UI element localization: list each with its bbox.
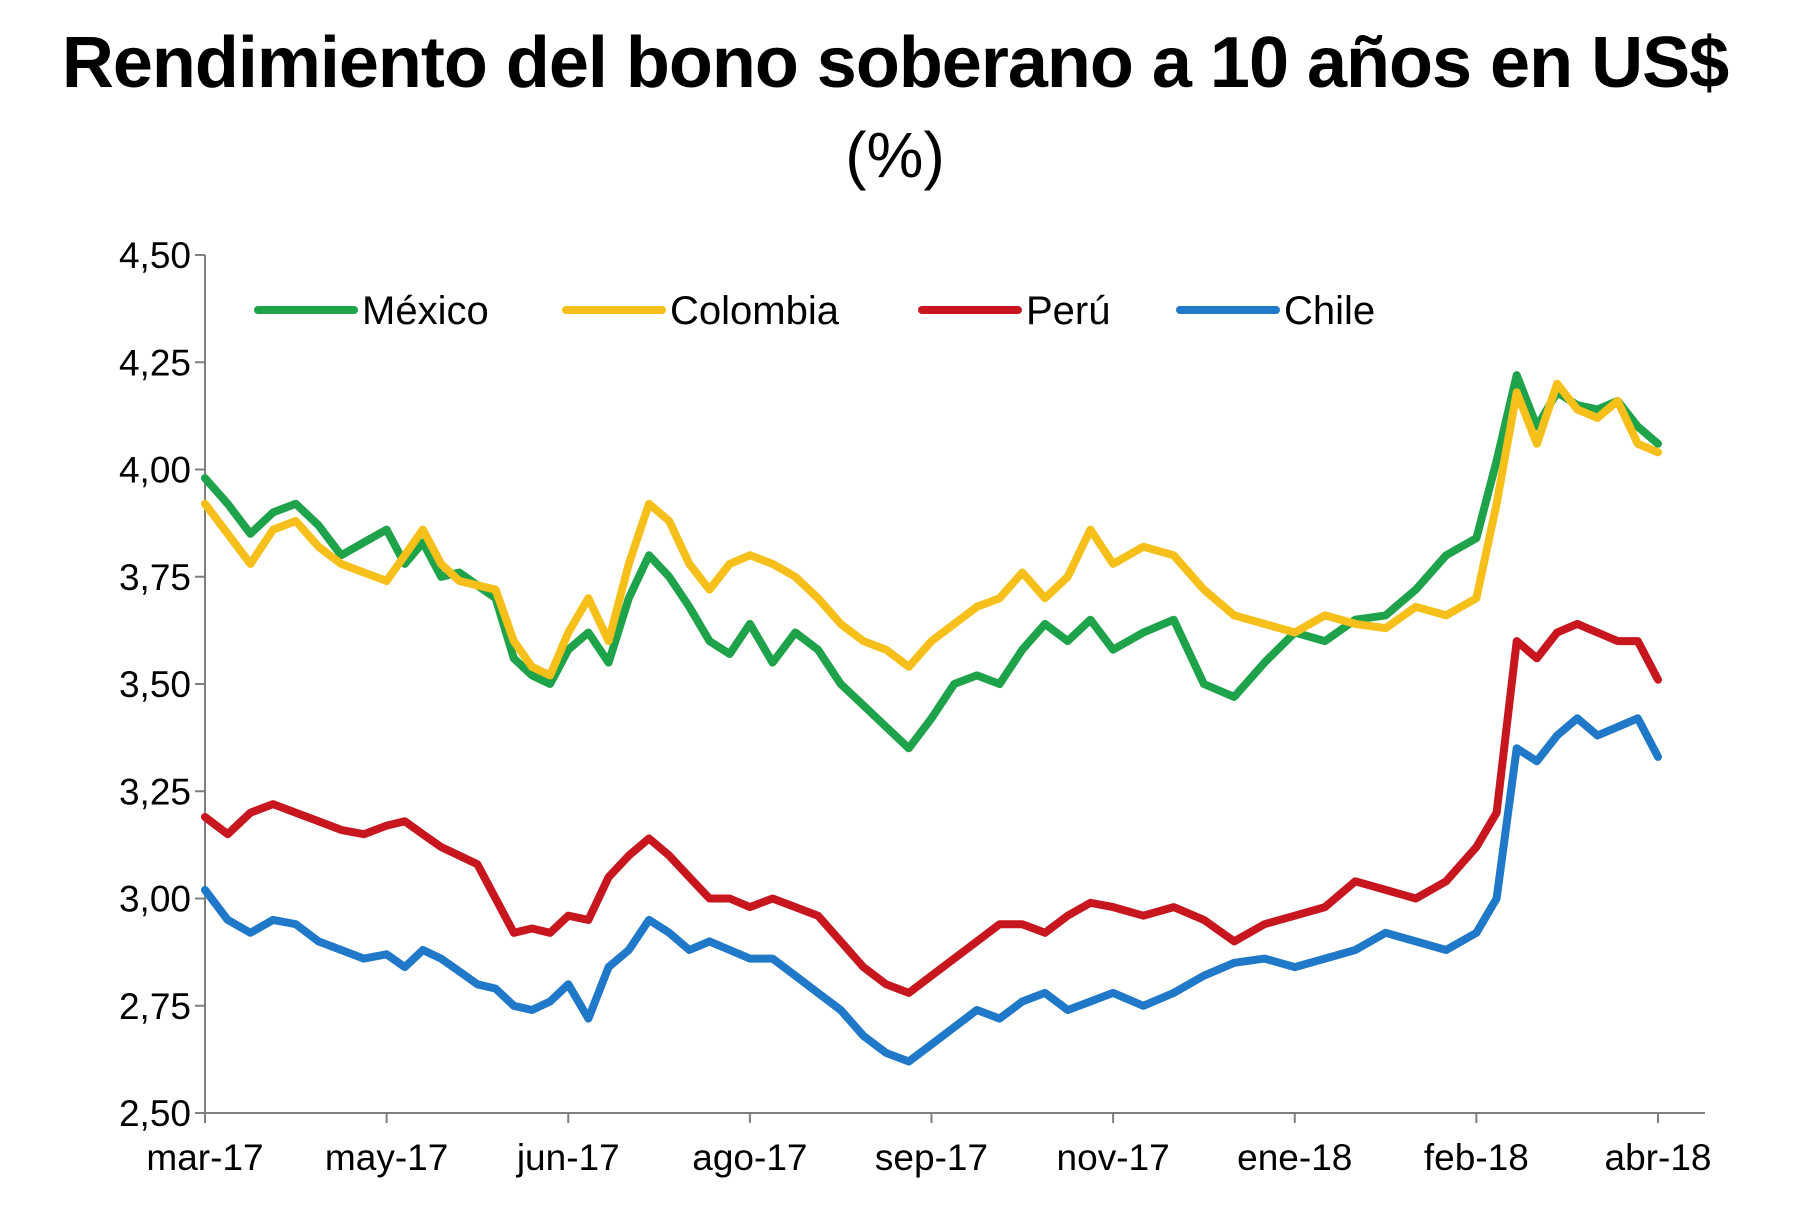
series-line-colombia xyxy=(201,379,1662,680)
y-tick-label: 3,75 xyxy=(119,557,191,598)
y-tick-label: 4,25 xyxy=(119,342,191,383)
legend-label: Chile xyxy=(1284,289,1375,333)
legend-label: Colombia xyxy=(670,289,840,333)
x-tick-label: jun-17 xyxy=(516,1137,620,1178)
chart-title: Rendimiento del bono soberano a 10 años … xyxy=(61,23,1729,103)
y-tick-label: 4,00 xyxy=(119,450,191,491)
x-tick-label: mar-17 xyxy=(146,1137,263,1178)
series-line-méxico xyxy=(201,371,1662,753)
legend: México Colombia Perú Chile xyxy=(254,289,1375,333)
legend-label: México xyxy=(362,289,489,333)
series-line-perú xyxy=(201,619,1662,997)
y-tick-label: 4,50 xyxy=(119,235,191,276)
x-tick-label: may-17 xyxy=(325,1137,448,1178)
chart-subtitle: (%) xyxy=(845,119,945,191)
x-tick-label: feb-18 xyxy=(1424,1137,1529,1178)
axes: 4,50 4,25 4,00 3,75 3,50 3,25 3,00 2,75 2,50mar-… xyxy=(119,235,1711,1178)
x-tick-label: abr-18 xyxy=(1605,1137,1712,1178)
y-tick-label: 2,75 xyxy=(119,986,191,1027)
series-line-chile xyxy=(201,714,1662,1066)
series-layer xyxy=(201,371,1662,1066)
x-tick-label: nov-17 xyxy=(1057,1137,1170,1178)
y-tick-label: 3,25 xyxy=(119,771,191,812)
x-tick-label: ago-17 xyxy=(692,1137,807,1178)
y-tick-label: 3,00 xyxy=(119,879,191,920)
y-tick-label: 2,50 xyxy=(119,1093,191,1134)
x-tick-label: ene-18 xyxy=(1237,1137,1352,1178)
x-tick-label: sep-17 xyxy=(875,1137,988,1178)
legend-label: Perú xyxy=(1026,289,1111,333)
y-tick-label: 3,50 xyxy=(119,664,191,705)
